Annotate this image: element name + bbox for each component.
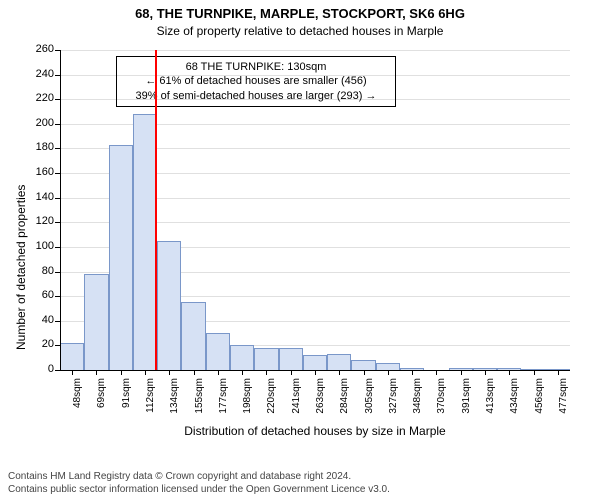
y-tick-label: 80 [24,265,54,277]
x-tick-label: 370sqm [436,378,447,428]
x-tick-label: 112sqm [145,378,156,428]
x-tick-label: 477sqm [558,378,569,428]
bar [206,333,230,370]
x-tick-label: 305sqm [364,378,375,428]
bar [230,345,254,370]
y-tick-label: 60 [24,289,54,301]
bar [327,354,351,370]
footer-line1: Contains HM Land Registry data © Crown c… [8,471,390,484]
x-tick-label: 391sqm [461,378,472,428]
y-axis [60,50,61,370]
x-axis [60,370,570,371]
grid-line [60,50,570,51]
x-tick-label: 413sqm [485,378,496,428]
chart-title: 68, THE TURNPIKE, MARPLE, STOCKPORT, SK6… [0,6,600,21]
bar [133,114,157,370]
y-tick-label: 160 [24,166,54,178]
y-tick-label: 0 [24,363,54,375]
y-tick-label: 200 [24,117,54,129]
y-tick-label: 220 [24,92,54,104]
marker-line [155,50,157,370]
y-tick-label: 180 [24,141,54,153]
x-tick-label: 91sqm [121,378,132,428]
bar [351,360,375,370]
x-tick-label: 263sqm [315,378,326,428]
footer-line2: Contains public sector information licen… [8,484,390,497]
bar [157,241,181,370]
bar [181,302,205,370]
x-tick-label: 220sqm [266,378,277,428]
x-tick-label: 69sqm [96,378,107,428]
bar [60,343,84,370]
y-tick-label: 120 [24,215,54,227]
y-tick-label: 240 [24,68,54,80]
annotation-line3: 39% of semi-detached houses are larger (… [123,89,389,103]
annotation-line1: 68 THE TURNPIKE: 130sqm [123,60,389,74]
y-tick-label: 100 [24,240,54,252]
annotation-line2: ← 61% of detached houses are smaller (45… [123,74,389,88]
chart-subtitle: Size of property relative to detached ho… [0,24,600,38]
x-tick-label: 456sqm [534,378,545,428]
bar [254,348,278,370]
bar [84,274,108,370]
bar [109,145,133,370]
bar [303,355,327,370]
x-tick-label: 155sqm [194,378,205,428]
chart-container: { "chart": { "type": "histogram", "title… [0,0,600,500]
bar [376,363,400,370]
y-tick-label: 40 [24,314,54,326]
x-tick-label: 241sqm [291,378,302,428]
x-tick-label: 348sqm [412,378,423,428]
footer: Contains HM Land Registry data © Crown c… [8,471,390,496]
x-tick-label: 48sqm [72,378,83,428]
bar [279,348,303,370]
y-tick-label: 140 [24,191,54,203]
y-tick-label: 20 [24,338,54,350]
grid-line [60,75,570,76]
x-tick-label: 198sqm [242,378,253,428]
x-tick-label: 327sqm [388,378,399,428]
x-tick-label: 434sqm [509,378,520,428]
grid-line [60,99,570,100]
x-tick-label: 177sqm [218,378,229,428]
y-tick-label: 260 [24,43,54,55]
x-tick-label: 284sqm [339,378,350,428]
x-tick-label: 134sqm [169,378,180,428]
